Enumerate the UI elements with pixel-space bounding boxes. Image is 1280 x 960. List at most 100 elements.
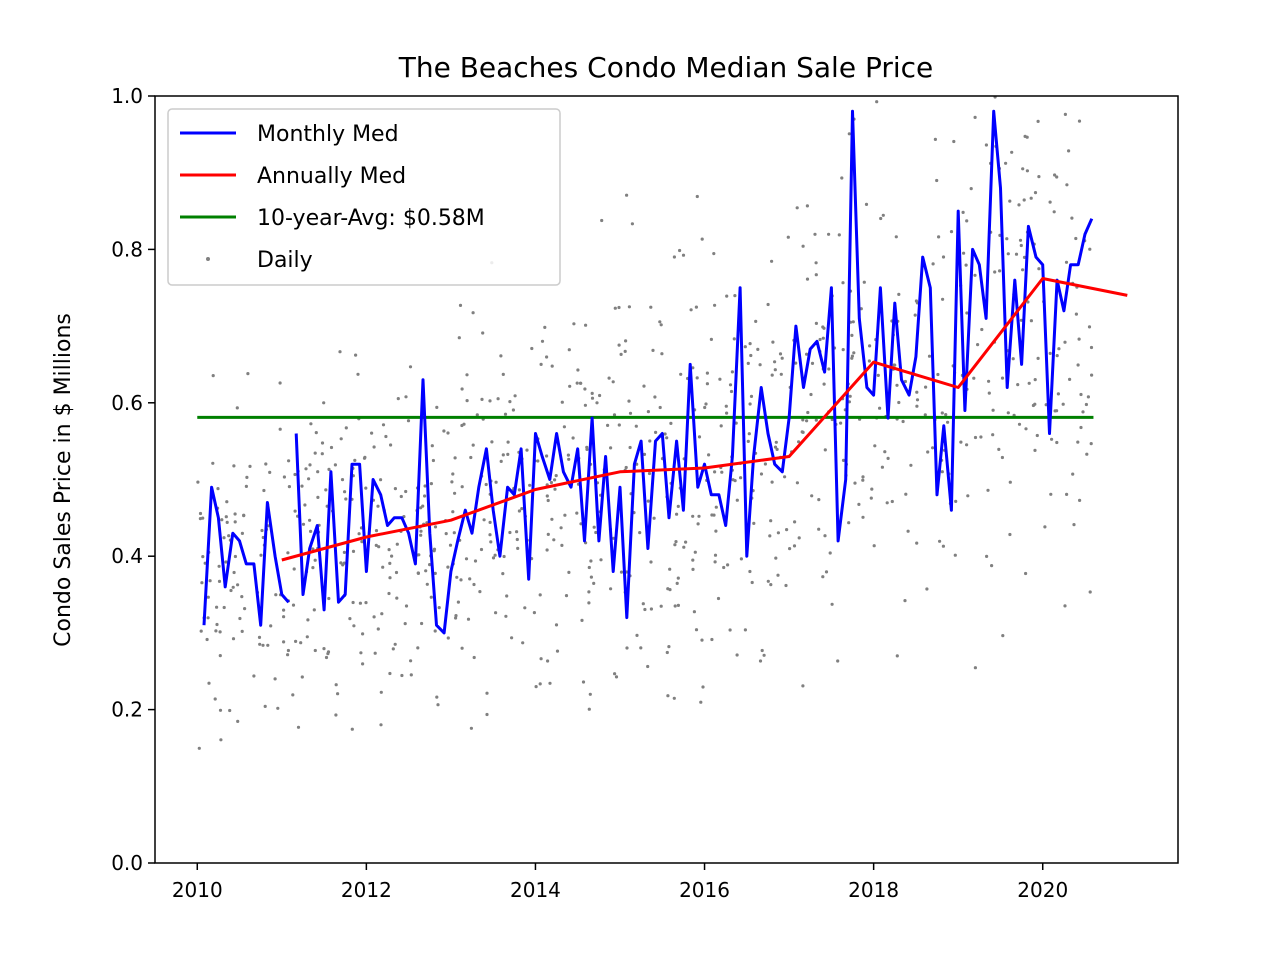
daily-point <box>435 695 439 699</box>
daily-point <box>291 603 296 607</box>
daily-point <box>1063 604 1067 608</box>
daily-point <box>408 365 413 369</box>
daily-point <box>785 528 789 532</box>
daily-point <box>316 470 320 474</box>
daily-point <box>403 622 407 626</box>
daily-point <box>399 494 403 499</box>
daily-point <box>465 373 469 377</box>
daily-point <box>592 525 596 529</box>
daily-point <box>233 512 237 516</box>
daily-point <box>211 374 215 378</box>
axes: 2010 2012 2014 2016 2018 2020 0.0 0.2 0.4 0.6 0.8 1… <box>111 84 1179 902</box>
daily-point <box>433 525 438 529</box>
daily-point <box>460 646 464 650</box>
daily-point <box>458 303 463 307</box>
daily-point <box>508 400 512 404</box>
daily-point <box>1087 325 1092 329</box>
daily-point <box>494 480 498 484</box>
daily-point <box>927 354 932 358</box>
daily-point <box>578 381 583 385</box>
daily-point <box>564 594 569 598</box>
daily-point <box>703 405 707 410</box>
daily-point <box>548 681 552 685</box>
daily-point <box>501 572 505 576</box>
daily-point <box>617 343 621 347</box>
daily-point <box>758 659 763 663</box>
daily-point <box>232 570 236 575</box>
daily-point <box>659 323 663 327</box>
daily-point <box>528 483 532 487</box>
daily-point <box>797 536 801 540</box>
daily-point <box>944 413 948 417</box>
daily-point <box>1014 252 1019 256</box>
daily-point <box>393 642 397 646</box>
daily-point <box>915 541 919 545</box>
daily-point <box>240 595 244 599</box>
daily-point <box>419 529 423 533</box>
daily-point <box>1024 427 1028 431</box>
daily-point <box>937 235 941 239</box>
daily-point <box>613 306 617 310</box>
daily-point <box>735 653 739 657</box>
daily-point <box>1076 363 1080 367</box>
daily-point <box>560 543 564 548</box>
daily-point <box>539 657 543 661</box>
daily-point <box>339 437 343 441</box>
daily-point <box>485 712 489 717</box>
daily-point <box>206 616 210 620</box>
daily-point <box>600 218 604 223</box>
daily-point <box>455 575 459 579</box>
daily-point <box>709 337 714 341</box>
daily-point <box>673 604 677 608</box>
daily-point <box>205 637 209 642</box>
daily-point <box>643 607 647 612</box>
daily-point <box>766 302 770 307</box>
daily-point <box>451 472 455 476</box>
x-tick-label: 2010 <box>172 878 223 902</box>
daily-point <box>590 391 594 395</box>
daily-point <box>691 514 695 518</box>
daily-point <box>217 564 221 568</box>
daily-point <box>490 440 494 444</box>
daily-point <box>334 713 338 717</box>
daily-point <box>732 337 736 341</box>
daily-point <box>756 347 760 351</box>
daily-point <box>333 463 337 467</box>
daily-point <box>949 230 954 234</box>
daily-point <box>733 294 737 298</box>
x-tick-label: 2020 <box>1017 878 1068 902</box>
daily-point <box>503 412 508 416</box>
daily-point <box>433 629 437 633</box>
daily-point <box>894 235 898 239</box>
daily-point <box>380 612 384 616</box>
daily-point <box>853 481 857 485</box>
daily-point <box>691 567 695 572</box>
daily-point <box>1004 161 1008 165</box>
daily-point <box>588 692 592 696</box>
daily-point <box>828 551 832 555</box>
daily-point <box>933 137 938 141</box>
daily-point <box>689 308 693 312</box>
daily-point <box>566 453 571 457</box>
daily-point <box>676 603 681 608</box>
daily-point <box>728 383 733 387</box>
daily-point <box>584 323 588 327</box>
daily-point <box>395 596 399 600</box>
daily-point <box>292 567 296 571</box>
daily-point <box>705 382 710 386</box>
daily-point <box>307 477 311 481</box>
daily-point <box>678 248 682 253</box>
daily-point <box>663 432 667 436</box>
daily-point <box>985 554 989 559</box>
daily-point <box>469 726 473 730</box>
daily-point <box>1081 410 1085 414</box>
daily-point <box>554 623 559 627</box>
daily-point <box>719 424 723 428</box>
daily-point <box>436 703 440 707</box>
daily-point <box>966 494 970 498</box>
daily-point <box>613 672 617 676</box>
daily-point <box>1005 237 1009 241</box>
daily-point <box>494 611 498 615</box>
daily-point <box>805 277 810 281</box>
daily-point <box>649 560 653 564</box>
